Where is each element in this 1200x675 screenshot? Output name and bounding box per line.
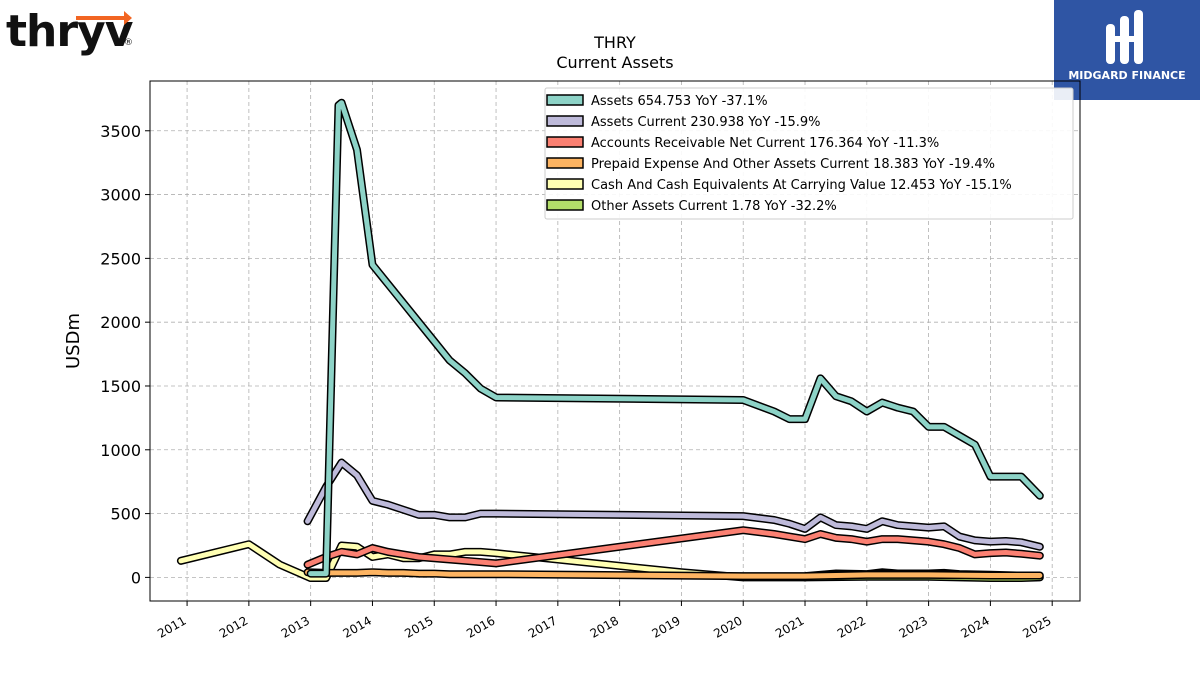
series-layer [176, 98, 1044, 583]
x-tick-label: 2018 [588, 613, 621, 640]
midgard-emblem-icon [1106, 10, 1143, 64]
y-tick-label: 3500 [100, 122, 141, 141]
series-outline [303, 526, 1044, 569]
y-tick-label: 2000 [100, 313, 141, 332]
thryv-logo: thryv ® [6, 4, 136, 60]
legend-swatch [546, 178, 584, 190]
thryv-registered-mark: ® [124, 38, 133, 48]
x-tick-label: 2022 [835, 613, 868, 640]
legend-entry: Accounts Receivable Net Current 176.364 … [591, 136, 939, 151]
thryv-logo-text: thryv [6, 6, 133, 57]
x-tick-label: 2016 [464, 613, 497, 640]
legend-swatch [546, 199, 584, 211]
x-tick-label: 2015 [402, 613, 435, 640]
x-tick-label: 2023 [897, 613, 930, 640]
y-tick-label: 500 [110, 505, 141, 524]
series-line-1 [308, 100, 1043, 577]
legend-swatch [546, 115, 584, 127]
midgard-finance-logo: MIDGARD FINANCE [1054, 0, 1200, 100]
legend-entry: Prepaid Expense And Other Assets Current… [591, 157, 995, 172]
legend-entry: Assets 654.753 YoY -37.1% [591, 94, 768, 109]
x-tick-label: 2014 [341, 613, 374, 640]
legend-entry: Assets Current 230.938 YoY -15.9% [591, 115, 821, 130]
plot-frame [149, 80, 1081, 602]
legend: Assets 654.753 YoY -37.1% Assets Current … [544, 87, 1074, 220]
thryv-accent-icon [76, 11, 132, 25]
x-tick-label: 2021 [773, 613, 806, 640]
legend-swatch [546, 157, 584, 169]
y-axis-label: USDm [63, 313, 84, 369]
series-outline [303, 458, 1044, 551]
y-tick-label: 1500 [100, 377, 141, 396]
x-tick-label: 2012 [217, 613, 250, 640]
y-tick-label: 2500 [100, 249, 141, 268]
chart-subtitle: Current Assets [556, 53, 673, 72]
y-tick-label: 3000 [100, 186, 141, 205]
series-line-3 [305, 527, 1043, 568]
y-tick-label: 0 [131, 568, 141, 587]
legend-swatch [546, 136, 584, 148]
x-tick-label: 2025 [1020, 613, 1053, 640]
x-tick-label: 2020 [711, 613, 744, 640]
chart-title: THRY [593, 33, 636, 52]
x-tick-label: 2019 [649, 613, 682, 640]
midgard-finance-text: MIDGARD FINANCE [1068, 69, 1186, 82]
legend-entry: Other Assets Current 1.78 YoY -32.2% [591, 199, 837, 214]
legend-box [544, 87, 1074, 220]
x-tick-label: 2024 [958, 613, 991, 640]
series-line-4 [305, 569, 1043, 579]
x-tick-label: 2013 [279, 613, 312, 640]
x-tick-label: 2011 [155, 613, 188, 640]
legend-swatch [546, 94, 584, 106]
x-tick-label: 2017 [526, 613, 559, 640]
legend-entry: Cash And Cash Equivalents At Carrying Va… [591, 178, 1012, 193]
series-line-2 [305, 460, 1043, 550]
y-tick-label: 1000 [100, 441, 141, 460]
